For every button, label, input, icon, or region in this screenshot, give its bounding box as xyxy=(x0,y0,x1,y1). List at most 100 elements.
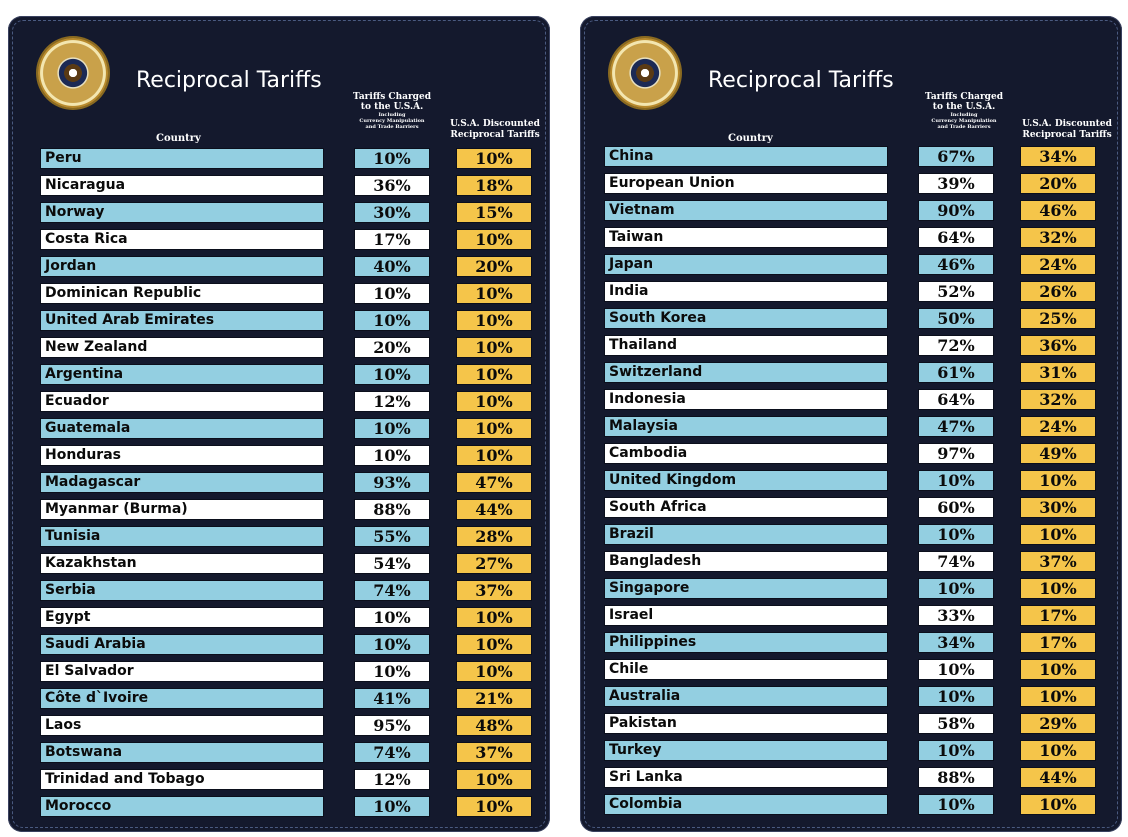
tariff-table-left: Reciprocal Tariffs Country Tariffs Charg… xyxy=(8,16,550,832)
country-cell: Singapore xyxy=(604,578,888,599)
tariff-charged-cell: 72% xyxy=(918,335,994,356)
tariff-charged-cell: 55% xyxy=(354,526,430,547)
tariff-charged-cell: 10% xyxy=(354,607,430,628)
tariff-charged-cell: 64% xyxy=(918,227,994,248)
tariff-charged-cell: 10% xyxy=(918,686,994,707)
country-cell: Côte d`Ivoire xyxy=(40,688,324,709)
table-row: Costa Rica 17% 10% xyxy=(8,229,538,250)
table-row: Morocco 10% 10% xyxy=(8,796,538,817)
discounted-tariff-cell: 48% xyxy=(456,715,532,736)
table-row: Australia 10% 10% xyxy=(572,686,1102,707)
discounted-tariff-cell: 15% xyxy=(456,202,532,223)
discounted-tariff-cell: 18% xyxy=(456,175,532,196)
tariff-charged-cell: 88% xyxy=(918,767,994,788)
discounted-tariff-cell: 27% xyxy=(456,553,532,574)
discounted-tariff-cell: 10% xyxy=(456,418,532,439)
discounted-tariff-cell: 10% xyxy=(456,445,532,466)
table-row: China 67% 34% xyxy=(572,146,1102,167)
discounted-tariff-cell: 10% xyxy=(456,769,532,790)
discounted-tariff-cell: 34% xyxy=(1020,146,1096,167)
country-cell: Bangladesh xyxy=(604,551,888,572)
country-cell: Malaysia xyxy=(604,416,888,437)
tariff-charged-cell: 36% xyxy=(354,175,430,196)
tariff-charged-cell: 10% xyxy=(918,659,994,680)
country-cell: Thailand xyxy=(604,335,888,356)
country-cell: Philippines xyxy=(604,632,888,653)
tariff-charged-cell: 12% xyxy=(354,391,430,412)
tariff-charged-cell: 61% xyxy=(918,362,994,383)
discounted-tariff-cell: 10% xyxy=(1020,686,1096,707)
tariff-charged-cell: 20% xyxy=(354,337,430,358)
country-cell: Peru xyxy=(40,148,324,169)
table-row: Botswana 74% 37% xyxy=(8,742,538,763)
tariff-charged-cell: 30% xyxy=(354,202,430,223)
table-row: Guatemala 10% 10% xyxy=(8,418,538,439)
country-cell: Pakistan xyxy=(604,713,888,734)
discounted-tariff-cell: 28% xyxy=(456,526,532,547)
table-row: Indonesia 64% 32% xyxy=(572,389,1102,410)
country-cell: South Korea xyxy=(604,308,888,329)
presidential-seal-icon xyxy=(38,38,108,108)
tariff-charged-cell: 88% xyxy=(354,499,430,520)
table-row: Chile 10% 10% xyxy=(572,659,1102,680)
country-cell: Botswana xyxy=(40,742,324,763)
country-cell: Turkey xyxy=(604,740,888,761)
tariff-charged-cell: 34% xyxy=(918,632,994,653)
country-cell: Laos xyxy=(40,715,324,736)
country-cell: Taiwan xyxy=(604,227,888,248)
tariff-charged-cell: 10% xyxy=(354,445,430,466)
tariff-charged-cell: 10% xyxy=(918,740,994,761)
tariff-charged-cell: 54% xyxy=(354,553,430,574)
country-cell: Chile xyxy=(604,659,888,680)
discounted-tariff-cell: 30% xyxy=(1020,497,1096,518)
tariff-charged-cell: 10% xyxy=(918,470,994,491)
country-cell: Saudi Arabia xyxy=(40,634,324,655)
country-cell: United Arab Emirates xyxy=(40,310,324,331)
tariff-charged-cell: 52% xyxy=(918,281,994,302)
table-row: Norway 30% 15% xyxy=(8,202,538,223)
discounted-tariff-cell: 37% xyxy=(456,742,532,763)
tariff-charged-cell: 50% xyxy=(918,308,994,329)
table-row: South Korea 50% 25% xyxy=(572,308,1102,329)
table-row: Côte d`Ivoire 41% 21% xyxy=(8,688,538,709)
country-cell: Vietnam xyxy=(604,200,888,221)
table-row: Egypt 10% 10% xyxy=(8,607,538,628)
charged-column-header: Tariffs Charged to the U.S.A. Including … xyxy=(924,92,1003,130)
table-row: Kazakhstan 54% 27% xyxy=(8,553,538,574)
country-cell: Australia xyxy=(604,686,888,707)
table-row: Laos 95% 48% xyxy=(8,715,538,736)
country-cell: New Zealand xyxy=(40,337,324,358)
table-row: Saudi Arabia 10% 10% xyxy=(8,634,538,655)
tariff-table-right: Reciprocal Tariffs Country Tariffs Charg… xyxy=(580,16,1122,832)
discounted-tariff-cell: 37% xyxy=(1020,551,1096,572)
tariff-charged-cell: 10% xyxy=(354,148,430,169)
discounted-tariff-cell: 10% xyxy=(1020,524,1096,545)
table-row: Colombia 10% 10% xyxy=(572,794,1102,815)
discounted-tariff-cell: 10% xyxy=(1020,740,1096,761)
table-row: Nicaragua 36% 18% xyxy=(8,175,538,196)
table-row: United Kingdom 10% 10% xyxy=(572,470,1102,491)
tariff-charged-cell: 40% xyxy=(354,256,430,277)
country-cell: Serbia xyxy=(40,580,324,601)
country-cell: Egypt xyxy=(40,607,324,628)
discounted-tariff-cell: 24% xyxy=(1020,254,1096,275)
tariff-charged-cell: 10% xyxy=(354,796,430,817)
tariff-charged-cell: 60% xyxy=(918,497,994,518)
country-cell: Ecuador xyxy=(40,391,324,412)
tariff-charged-cell: 46% xyxy=(918,254,994,275)
country-cell: Brazil xyxy=(604,524,888,545)
table-row: Jordan 40% 20% xyxy=(8,256,538,277)
discounted-tariff-cell: 10% xyxy=(1020,794,1096,815)
table-row: Serbia 74% 37% xyxy=(8,580,538,601)
tariff-charged-cell: 74% xyxy=(918,551,994,572)
country-cell: European Union xyxy=(604,173,888,194)
discounted-tariff-cell: 20% xyxy=(1020,173,1096,194)
table-row: United Arab Emirates 10% 10% xyxy=(8,310,538,331)
table-row: Tunisia 55% 28% xyxy=(8,526,538,547)
table-row: European Union 39% 20% xyxy=(572,173,1102,194)
tariff-charged-cell: 10% xyxy=(354,310,430,331)
country-cell: Morocco xyxy=(40,796,324,817)
table-row: Argentina 10% 10% xyxy=(8,364,538,385)
country-cell: India xyxy=(604,281,888,302)
country-cell: Kazakhstan xyxy=(40,553,324,574)
